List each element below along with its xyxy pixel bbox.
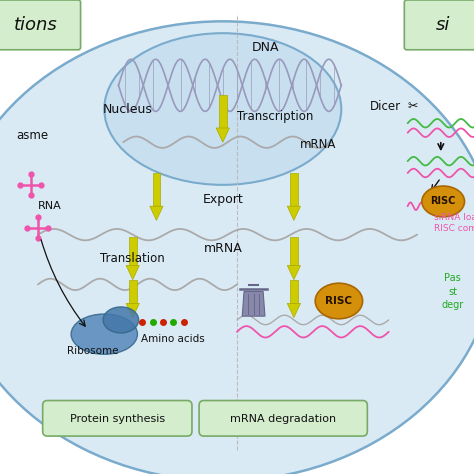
Polygon shape — [287, 206, 301, 220]
Text: Ribosome: Ribosome — [67, 346, 118, 356]
FancyBboxPatch shape — [199, 401, 367, 436]
Text: Transcription: Transcription — [237, 109, 313, 123]
Text: RNA: RNA — [38, 201, 62, 211]
Text: si: si — [436, 16, 450, 34]
Polygon shape — [216, 128, 229, 142]
Ellipse shape — [315, 283, 363, 319]
Ellipse shape — [103, 307, 138, 333]
Polygon shape — [129, 280, 137, 303]
Polygon shape — [219, 95, 227, 128]
Text: ✂: ✂ — [408, 100, 418, 113]
Text: RISC: RISC — [326, 296, 352, 306]
Polygon shape — [287, 265, 301, 280]
Polygon shape — [290, 173, 298, 206]
Text: Translation: Translation — [100, 252, 164, 265]
Text: Protein synthesis: Protein synthesis — [70, 413, 165, 424]
Text: asme: asme — [17, 128, 49, 142]
Polygon shape — [150, 206, 163, 220]
Text: tions: tions — [14, 16, 57, 34]
Ellipse shape — [422, 186, 465, 217]
Polygon shape — [290, 280, 298, 303]
Text: Dicer: Dicer — [369, 100, 401, 113]
FancyBboxPatch shape — [43, 401, 192, 436]
Polygon shape — [129, 237, 137, 265]
Text: mRNA degradation: mRNA degradation — [230, 413, 336, 424]
Polygon shape — [287, 303, 301, 318]
FancyBboxPatch shape — [0, 0, 81, 50]
Text: Export: Export — [202, 192, 243, 206]
Polygon shape — [153, 173, 160, 206]
Text: Pas
st
degr: Pas st degr — [442, 273, 464, 310]
Polygon shape — [126, 303, 139, 318]
Text: mRNA: mRNA — [300, 138, 336, 151]
Polygon shape — [242, 292, 265, 316]
Text: Nucleus: Nucleus — [103, 102, 153, 116]
Text: RISC: RISC — [430, 196, 456, 207]
Polygon shape — [290, 237, 298, 265]
FancyBboxPatch shape — [404, 0, 474, 50]
Ellipse shape — [71, 314, 137, 355]
Ellipse shape — [0, 21, 474, 474]
Ellipse shape — [104, 33, 341, 185]
Text: DNA: DNA — [252, 41, 279, 54]
Text: siRNA loa
RISC com: siRNA loa RISC com — [434, 213, 474, 233]
Text: Amino acids: Amino acids — [141, 334, 205, 344]
Text: mRNA: mRNA — [203, 242, 242, 255]
Polygon shape — [126, 265, 139, 280]
